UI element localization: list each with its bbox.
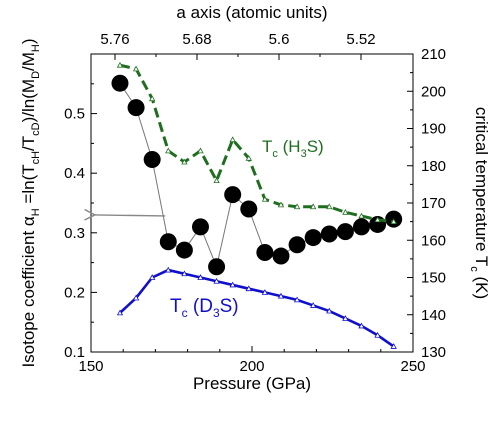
right-axis-title: critical temperature Tc (K) [468,107,491,299]
alpha-point [208,258,226,276]
top-tick-label: 5.6 [269,31,290,48]
tc-d3s-point [310,302,317,308]
tc-h3s-point [261,195,269,202]
alpha-point [111,74,129,92]
left-tick-label: 0.5 [64,106,85,123]
bottom-tick-label: 200 [239,358,264,375]
alpha-point [320,225,338,243]
right-tick-label: 200 [421,83,446,100]
left-tick-label: 0.1 [64,344,85,361]
annotation-layer [95,215,166,216]
right-tick-label: 190 [421,121,446,138]
tc-h3s-point [326,203,333,210]
left-axis-title: Isotope coefficient αH =ln(TcH/TcD)/ln(M… [19,38,42,367]
alpha-point [256,243,274,261]
alpha-point [143,150,161,168]
left-tick-label: 0.3 [64,225,85,242]
tc-d3s-point [245,285,252,292]
tc-h3s-point [358,212,365,219]
tc-d3s-point [342,315,349,321]
right-tick-label: 180 [421,158,446,175]
right-tick-label: 130 [421,344,446,361]
tc-h3s-point [310,203,317,210]
tc-d3s-point [181,270,188,277]
tc-h3s-point [213,177,220,184]
tc-d3s-point [132,294,140,301]
alpha-point [336,223,354,241]
d3s-series-label: Tc (D3S) [170,296,239,320]
left-tick-label: 0.2 [64,284,85,301]
tc-h3s-point [277,201,285,208]
tc-h3s-line [119,63,394,224]
alpha-point [272,247,290,265]
tc-h3s-point [116,61,124,68]
alpha-point [288,236,306,254]
tc-h3s-point [165,147,172,154]
tc-h3s-point [197,147,204,154]
tc-h3s-point [293,203,301,210]
tc-h3s-point [132,65,140,72]
right-tick-label: 140 [421,307,446,324]
alpha-point [304,229,322,247]
alpha-point [240,200,258,218]
tc-d3s-point [197,274,204,280]
tc-d3s-point [213,277,220,284]
bottom-tick-label: 150 [78,358,103,375]
tc-d3s-point [293,296,301,303]
tc-d3s-point [261,289,269,295]
tc-d3s-point [358,322,365,329]
right-tick-label: 160 [421,232,446,249]
tc-h3s-point [245,154,252,161]
top-tick-label: 5.76 [100,31,129,48]
tc-d3s-point [229,281,236,288]
right-tick-label: 210 [421,46,446,63]
left-tick-label: 0.4 [64,165,85,182]
right-tick-label: 170 [421,195,446,212]
alpha-point [175,241,193,259]
axis-ticks: 150 200 250 5.76 5.68 5.6 5.52 0.1 0.2 0.3 0.4 0.5 1… [64,31,446,375]
alpha-point [224,186,242,204]
tc-d3s-point [165,266,172,273]
h3s-series-label: Tc (H3S) [262,137,324,160]
annotation-arrow [95,215,166,216]
alpha-point [159,233,177,251]
tc-d3s-point [149,274,156,280]
series-layer [111,61,403,349]
right-tick-label: 150 [421,270,446,287]
top-tick-label: 5.52 [346,31,375,48]
tc-d3s-point [326,307,333,314]
top-tick-label: 5.68 [182,31,211,48]
tc-d3s-point [116,309,124,316]
tc-h3s-point [149,95,156,102]
alpha-point [352,218,370,236]
top-axis-title: a axis (atomic units) [176,3,327,22]
tc-h3s-point [374,216,381,223]
tc-h3s-point [342,208,349,215]
tc-d3s-point [277,292,285,299]
tc-d3s-point [374,331,381,338]
tc-h3s-point [181,158,188,165]
bottom-axis-title: Pressure (GPa) [193,374,311,393]
alpha-point [191,218,209,236]
tc-h3s-point [390,218,397,225]
tc-d3s-line [119,268,395,348]
tc-d3s-point [390,343,397,349]
tc-h3s-point [229,136,236,143]
alpha-point [127,99,145,117]
bottom-tick-label: 250 [400,358,425,375]
